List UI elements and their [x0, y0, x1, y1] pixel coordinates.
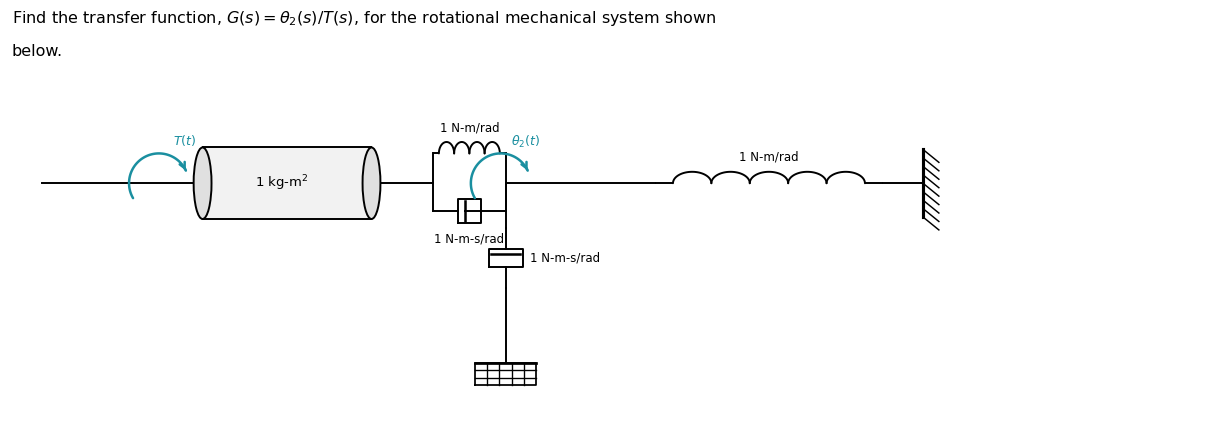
- Text: 1 N-m/rad: 1 N-m/rad: [739, 150, 799, 163]
- Text: 1 N-m-s/rad: 1 N-m-s/rad: [434, 233, 504, 246]
- Text: 1 N-m-s/rad: 1 N-m-s/rad: [531, 251, 601, 264]
- Text: 1 N-m/rad: 1 N-m/rad: [440, 121, 499, 134]
- Text: below.: below.: [12, 44, 63, 59]
- Ellipse shape: [194, 148, 212, 219]
- Text: Find the transfer function, $G(s) = \theta_2(s)/T(s)$, for the rotational mechan: Find the transfer function, $G(s) = \the…: [12, 9, 716, 28]
- Text: 1 kg-m$^2$: 1 kg-m$^2$: [256, 173, 309, 193]
- Text: $\theta_2(t)$: $\theta_2(t)$: [510, 134, 539, 149]
- Ellipse shape: [362, 148, 381, 219]
- Text: $T(t)$: $T(t)$: [173, 134, 196, 148]
- Bar: [202, 148, 372, 219]
